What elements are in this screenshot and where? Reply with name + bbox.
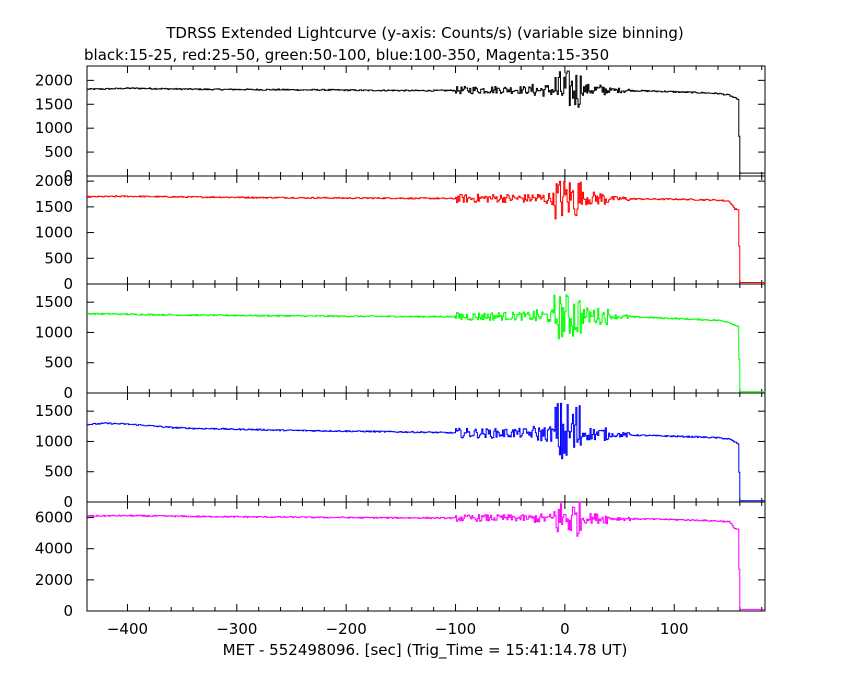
panel-frame xyxy=(86,65,766,177)
y-tick-label: 1000 xyxy=(35,432,73,450)
panel-black: 0 500 1000 1500 2000 xyxy=(35,65,766,185)
x-tick-labels: −400 −300 −200 −100 0 100 xyxy=(107,620,689,638)
x-axis-label: MET - 552498096. [sec] (Trig_Time = 15:4… xyxy=(223,641,628,660)
series-line-black xyxy=(87,70,765,174)
panel-frame xyxy=(86,283,766,394)
panel-frame xyxy=(86,392,766,503)
x-tick-label: 100 xyxy=(660,620,689,638)
panel-blue: 0 500 1000 1500 xyxy=(35,392,766,511)
y-tick-label: 0 xyxy=(63,167,73,185)
y-tick-label: 500 xyxy=(44,354,73,372)
y-tick-label: 0 xyxy=(63,493,73,511)
y-tick-label: 500 xyxy=(44,143,73,161)
series-line-red xyxy=(87,180,765,283)
y-tick-label: 4000 xyxy=(35,540,73,558)
panel-magenta: 0 2000 4000 6000 xyxy=(35,501,766,620)
y-tick-label: 6000 xyxy=(35,509,73,527)
y-tick-label: 500 xyxy=(44,249,73,267)
x-tick-label: −100 xyxy=(435,620,476,638)
y-tick-label: 1000 xyxy=(35,119,73,137)
x-tick-label: −200 xyxy=(326,620,367,638)
panel-frame xyxy=(86,175,766,285)
series-line-green xyxy=(87,294,765,393)
y-tick-label: 0 xyxy=(63,275,73,293)
y-tick-label: 1500 xyxy=(35,402,73,420)
panel-green: 0 500 1000 1500 xyxy=(35,283,766,402)
x-tick-label: −400 xyxy=(107,620,148,638)
panels-group: 0500100015002000050010001500200005001000… xyxy=(35,65,766,620)
y-tick-label: 0 xyxy=(63,602,73,620)
series-line-blue xyxy=(87,402,765,502)
x-tick-label: −300 xyxy=(216,620,257,638)
y-tick-label: 500 xyxy=(44,463,73,481)
y-tick-label: 2000 xyxy=(35,571,73,589)
panel-frame xyxy=(86,501,766,612)
y-tick-label: 1500 xyxy=(35,293,73,311)
chart-title: TDRSS Extended Lightcurve (y-axis: Count… xyxy=(165,24,684,42)
y-tick-label: 1000 xyxy=(35,323,73,341)
series-line-magenta xyxy=(87,501,765,610)
y-tick-label: 2000 xyxy=(35,172,73,190)
y-tick-label: 1000 xyxy=(35,224,73,242)
chart-subtitle: black:15-25, red:25-50, green:50-100, bl… xyxy=(84,46,609,64)
x-tick-label: 0 xyxy=(560,620,570,638)
panel-red: 0 500 1000 1500 2000 xyxy=(35,172,766,293)
y-tick-label: 2000 xyxy=(35,71,73,89)
y-tick-label: 1500 xyxy=(35,95,73,113)
y-tick-label: 1500 xyxy=(35,198,73,216)
y-tick-label: 0 xyxy=(63,384,73,402)
